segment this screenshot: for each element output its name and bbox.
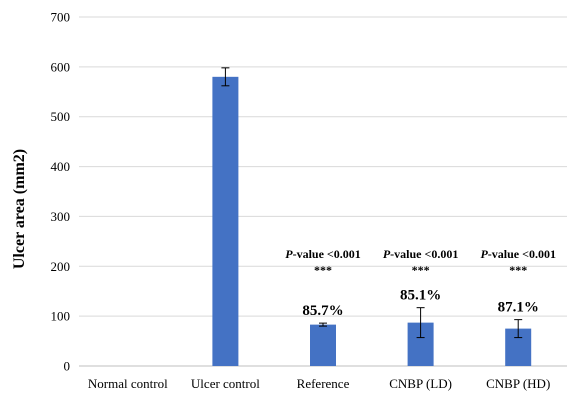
p-value-label: P-value <0.001 <box>383 247 459 261</box>
y-tick-label: 400 <box>51 159 71 174</box>
y-tick-label: 300 <box>51 209 71 224</box>
p-value-text: -value <0.001 <box>488 247 556 261</box>
p-value-label: P-value <0.001 <box>480 247 556 261</box>
percent-reduction-label: 87.1% <box>498 300 539 316</box>
x-tick-label: Normal control <box>88 376 168 391</box>
y-tick-label: 0 <box>64 359 71 374</box>
y-axis-label: Ulcer area (mm2) <box>11 149 28 269</box>
p-value-label: P-value <0.001 <box>285 247 361 261</box>
significance-stars: *** <box>314 263 332 277</box>
x-tick-label: CNBP (HD) <box>486 376 550 391</box>
gridlines <box>79 16 567 367</box>
p-value-text: -value <0.001 <box>390 247 458 261</box>
x-axis-ticks: Normal control Ulcer control Reference CNBP… <box>88 376 550 391</box>
p-value-italic-p: P <box>383 247 391 261</box>
y-tick-label: 200 <box>51 259 71 274</box>
y-tick-label: 700 <box>51 10 71 25</box>
p-value-italic-p: P <box>480 247 488 261</box>
p-value-text: -value <0.001 <box>293 247 361 261</box>
x-tick-label: Ulcer control <box>191 376 260 391</box>
significance-annotations: 85.7%P-value <0.001***85.1%P-value <0.00… <box>285 247 556 319</box>
y-tick-label: 500 <box>51 109 71 124</box>
p-value-italic-p: P <box>285 247 293 261</box>
significance-stars: *** <box>509 263 527 277</box>
bar <box>310 324 336 366</box>
bar <box>212 76 239 366</box>
x-tick-label: Reference <box>297 376 350 391</box>
y-axis-ticks: 0 100 200 300 400 500 600 700 <box>51 10 71 374</box>
percent-reduction-label: 85.1% <box>400 288 441 304</box>
percent-reduction-label: 85.7% <box>302 303 343 319</box>
bars <box>212 76 532 366</box>
x-tick-label: CNBP (LD) <box>389 376 452 391</box>
y-tick-label: 100 <box>51 309 71 324</box>
significance-stars: *** <box>412 263 430 277</box>
error-bars <box>221 67 523 339</box>
y-tick-label: 600 <box>51 59 71 74</box>
